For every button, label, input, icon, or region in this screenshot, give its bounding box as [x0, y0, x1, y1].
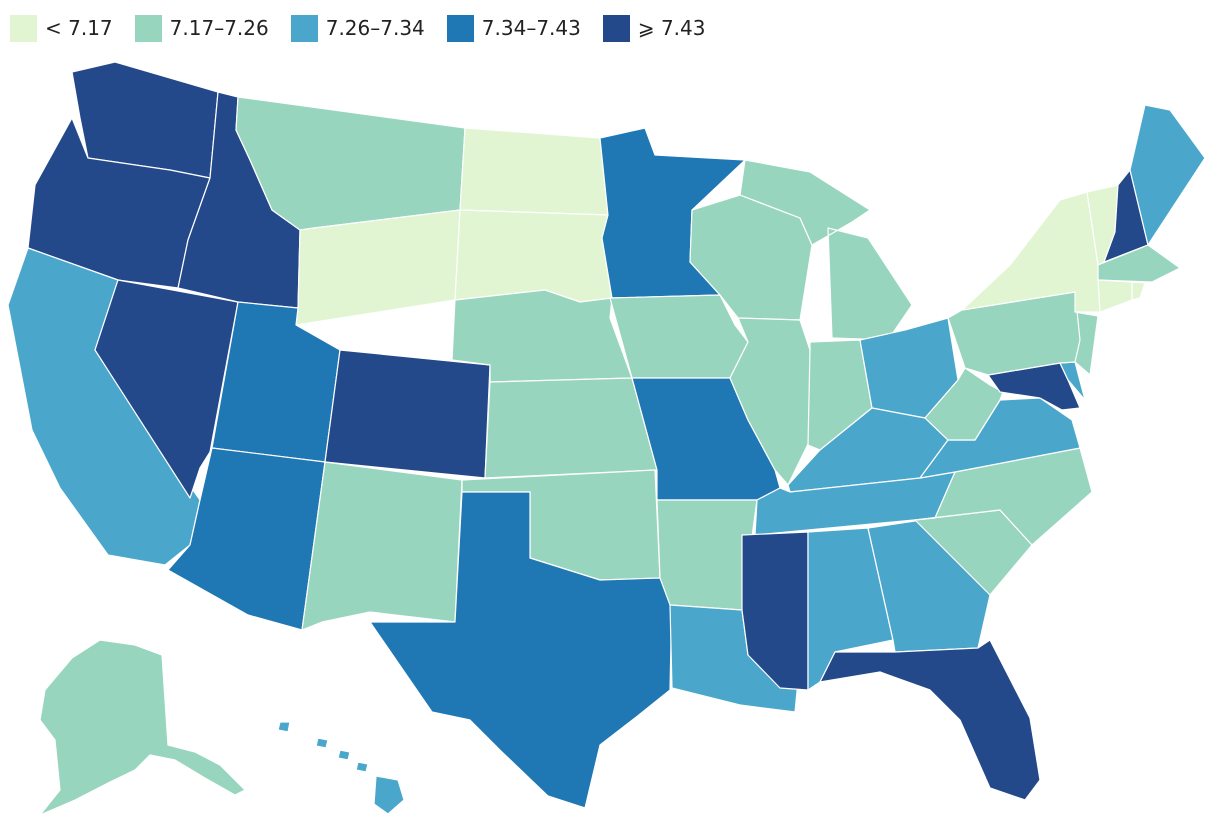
- legend-swatch: [602, 14, 630, 42]
- state-hawaii[interactable]: [277, 721, 405, 815]
- state-wyoming[interactable]: [295, 209, 461, 326]
- legend-label: 7.17–7.26: [169, 16, 269, 40]
- state-nebraska[interactable]: [451, 289, 633, 383]
- state-north-dakota[interactable]: [459, 127, 609, 216]
- map-legend: < 7.17 7.17–7.26 7.26–7.34 7.34–7.43 ⩾ 7…: [10, 12, 728, 44]
- legend-label: < 7.17: [45, 16, 113, 40]
- state-south-dakota[interactable]: [454, 209, 613, 303]
- legend-label: 7.26–7.34: [325, 16, 425, 40]
- legend-item-bin-1: 7.17–7.26: [134, 14, 269, 42]
- state-colorado[interactable]: [324, 349, 491, 479]
- state-alaska[interactable]: [39, 639, 246, 816]
- legend-label: ⩾ 7.43: [637, 16, 706, 40]
- state-rhode-island[interactable]: [1131, 281, 1146, 301]
- state-new-mexico[interactable]: [301, 461, 463, 631]
- state-maine[interactable]: [1129, 104, 1206, 246]
- legend-item-bin-3: 7.34–7.43: [446, 14, 581, 42]
- state-illinois[interactable]: [729, 317, 811, 486]
- legend-item-bin-2: 7.26–7.34: [290, 14, 425, 42]
- legend-swatch: [10, 14, 37, 42]
- legend-item-bin-4: ⩾ 7.43: [602, 14, 706, 42]
- state-new-york[interactable]: [961, 191, 1101, 313]
- legend-label: 7.34–7.43: [481, 16, 581, 40]
- state-florida[interactable]: [819, 639, 1041, 801]
- state-connecticut[interactable]: [1097, 279, 1133, 313]
- legend-swatch: [290, 14, 318, 42]
- legend-item-bin-0: < 7.17: [10, 14, 113, 42]
- state-iowa[interactable]: [609, 294, 749, 379]
- legend-swatch: [134, 14, 162, 42]
- state-michigan[interactable]: [739, 159, 913, 341]
- state-kansas[interactable]: [484, 377, 658, 479]
- state-texas[interactable]: [369, 491, 673, 809]
- legend-swatch: [446, 14, 474, 42]
- state-massachusetts[interactable]: [1097, 244, 1181, 283]
